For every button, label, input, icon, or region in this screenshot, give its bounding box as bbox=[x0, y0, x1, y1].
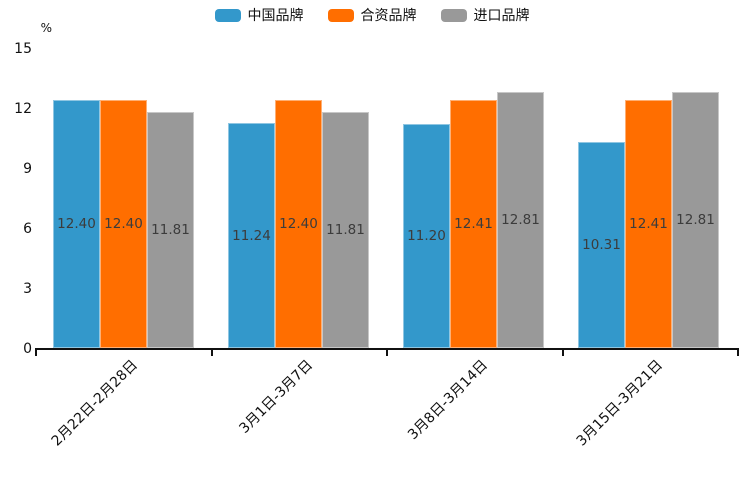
bar-value-label: 10.31 bbox=[582, 237, 621, 253]
bar-进口品牌-3月8日-3月14日: 12.81 bbox=[497, 92, 544, 348]
x-axis-category-label: 3月1日-3月7日 bbox=[236, 357, 316, 437]
bar-value-label: 12.81 bbox=[676, 212, 715, 228]
bar-进口品牌-2月22日-2月28日: 11.81 bbox=[147, 112, 194, 348]
y-axis-tick-label: 12 bbox=[14, 101, 32, 117]
bar-合资品牌-3月15日-3月21日: 12.41 bbox=[625, 100, 672, 348]
bar-合资品牌-3月1日-3月7日: 12.40 bbox=[275, 100, 322, 348]
legend-item-label: 进口品牌 bbox=[473, 8, 530, 24]
bar-value-label: 11.20 bbox=[407, 228, 446, 244]
bar-value-label: 12.81 bbox=[501, 212, 540, 228]
x-axis-category-label: 3月15日-3月21日 bbox=[573, 357, 666, 450]
legend-item: 合资品牌 bbox=[327, 5, 417, 25]
legend-swatch-icon bbox=[214, 9, 241, 22]
bar-中国品牌-3月15日-3月21日: 10.31 bbox=[578, 142, 625, 348]
bar-中国品牌-3月1日-3月7日: 11.24 bbox=[228, 123, 275, 348]
chart-legend: 中国品牌 合资品牌 进口品牌 bbox=[0, 5, 744, 25]
legend-swatch-icon bbox=[327, 9, 354, 22]
bar-value-label: 12.40 bbox=[279, 216, 318, 232]
y-axis-tick-label: 0 bbox=[23, 341, 32, 357]
bar-中国品牌-3月8日-3月14日: 11.20 bbox=[403, 124, 450, 348]
legend-swatch-icon bbox=[440, 9, 467, 22]
bar-value-label: 12.40 bbox=[57, 216, 96, 232]
y-axis-tick-label: 15 bbox=[14, 41, 32, 57]
y-axis-tick-label: 6 bbox=[23, 221, 32, 237]
y-axis-tick-label: 3 bbox=[23, 281, 32, 297]
x-axis-category-label: 2月22日-2月28日 bbox=[48, 357, 141, 450]
bar-value-label: 12.41 bbox=[454, 216, 493, 232]
bar-value-label: 11.24 bbox=[232, 227, 271, 244]
x-axis-tick-mark bbox=[737, 348, 739, 356]
bar-value-label: 12.41 bbox=[629, 216, 668, 232]
legend-item: 中国品牌 bbox=[214, 5, 304, 25]
bar-中国品牌-2月22日-2月28日: 12.40 bbox=[53, 100, 100, 348]
y-axis-tick-label: 9 bbox=[23, 161, 32, 177]
x-axis-category-label: 3月8日-3月14日 bbox=[404, 357, 491, 444]
x-axis-tick-mark bbox=[210, 348, 213, 356]
bar-value-label: 11.81 bbox=[326, 222, 365, 238]
bar-合资品牌-3月8日-3月14日: 12.41 bbox=[450, 100, 497, 348]
bar-value-label: 11.81 bbox=[151, 222, 190, 238]
x-axis-tick-mark bbox=[386, 348, 388, 356]
legend-item: 进口品牌 bbox=[440, 5, 530, 25]
bar-合资品牌-2月22日-2月28日: 12.40 bbox=[100, 100, 147, 348]
legend-item-label: 合资品牌 bbox=[360, 8, 417, 24]
y-axis-unit-label: % bbox=[40, 21, 52, 35]
x-axis-tick-mark bbox=[561, 348, 564, 356]
bar-value-label: 12.40 bbox=[104, 216, 143, 232]
bar-进口品牌-3月1日-3月7日: 11.81 bbox=[322, 112, 369, 348]
x-axis-tick-mark bbox=[35, 348, 37, 356]
legend-item-label: 中国品牌 bbox=[247, 8, 304, 24]
bar-进口品牌-3月15日-3月21日: 12.81 bbox=[672, 92, 719, 348]
